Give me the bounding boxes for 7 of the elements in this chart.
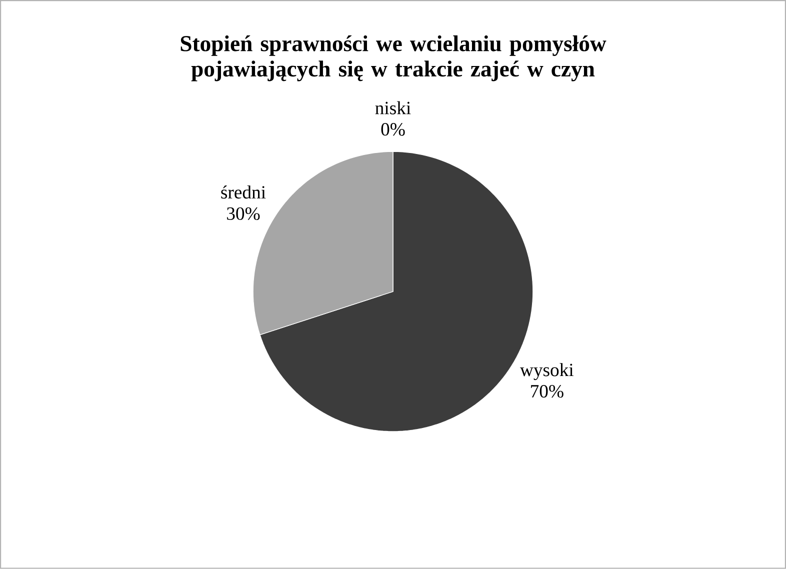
- chart-title: Stopień sprawności we wcielaniu pomysłów pojawiających się w trakcie zajeć w czyn: [180, 35, 606, 82]
- slice-label: średni: [221, 186, 266, 199]
- data-label: 70%: [531, 385, 564, 398]
- data-label: 30%: [227, 207, 260, 220]
- text: 0%: [381, 123, 405, 136]
- slice-label: wysoki: [520, 363, 574, 380]
- category-label: niski: [375, 101, 411, 114]
